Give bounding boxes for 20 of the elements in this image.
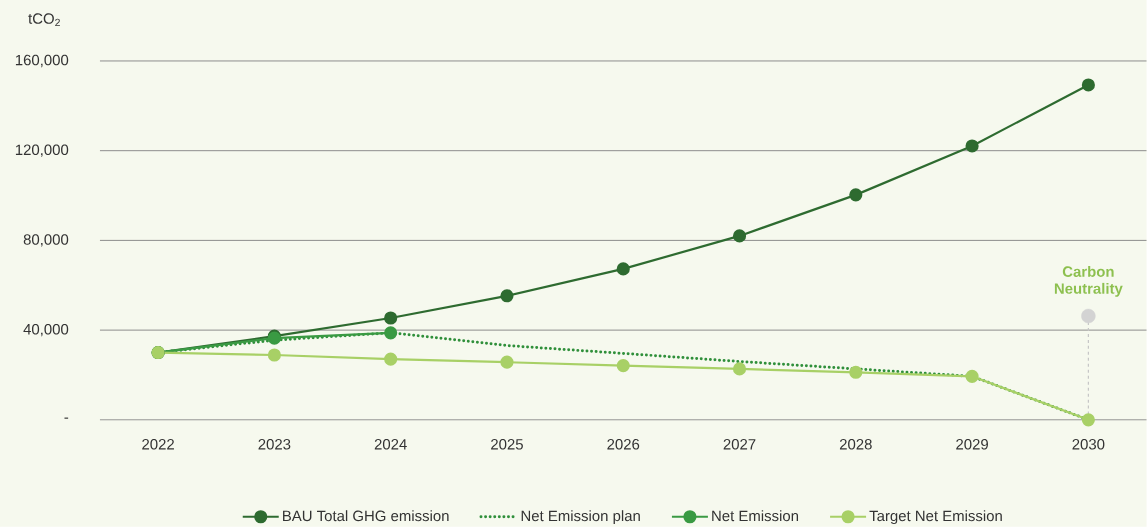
legend-label: Net Emission plan: [521, 510, 640, 524]
y-tick-label: 160,000: [15, 54, 69, 68]
y-tick-label: 120,000: [15, 144, 69, 157]
y-axis-title: tCO$_{2}$: [28, 13, 60, 26]
annotation: Carbon Neutrality: [1054, 265, 1123, 297]
x-tick-label: 2030: [1072, 438, 1105, 450]
legend-label: Net Emission: [712, 510, 799, 522]
x-tick-label: 2028: [839, 438, 872, 450]
legend-label: BAU Total GHG emission: [283, 510, 449, 522]
x-tick-label: 2029: [956, 438, 988, 450]
y-tick-label: 80,000: [23, 234, 69, 247]
x-tick-label: 2026: [607, 438, 640, 450]
x-tick-label: 2023: [258, 438, 291, 450]
x-tick-label: 2022: [142, 438, 174, 450]
x-tick-label: 2027: [723, 438, 756, 450]
x-tick-label: 2024: [374, 438, 407, 450]
x-tick-label: 2025: [491, 438, 523, 450]
y-tick-label: 40,000: [23, 323, 69, 337]
y-tick-label: -: [64, 417, 69, 419]
legend-label: Target Net Emission: [869, 510, 1002, 524]
